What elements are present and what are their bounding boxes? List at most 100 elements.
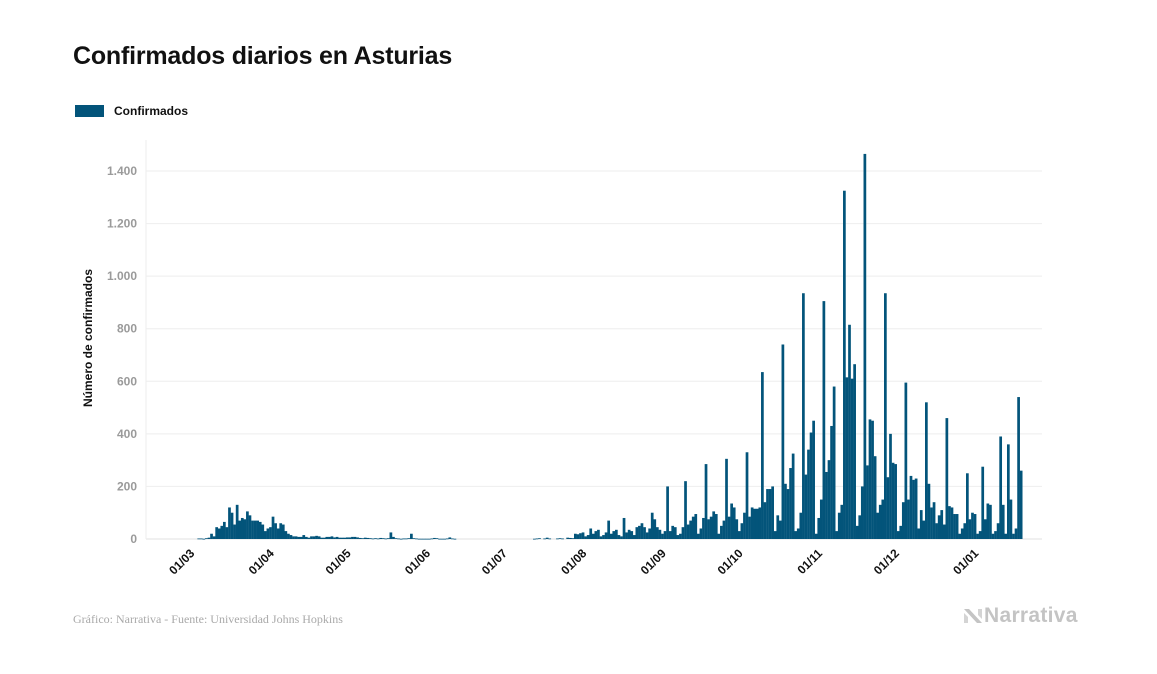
bar	[917, 528, 921, 539]
bar	[235, 504, 239, 539]
bar	[981, 466, 985, 539]
bar	[376, 538, 380, 540]
bar	[812, 420, 815, 539]
bar	[899, 525, 903, 539]
y-tick-label: 600	[117, 374, 137, 388]
bar	[625, 532, 628, 539]
bar	[960, 528, 964, 539]
bar	[1012, 533, 1015, 539]
bar	[809, 432, 813, 539]
bar	[671, 525, 675, 539]
bar	[228, 507, 231, 539]
bar	[348, 537, 352, 539]
y-axis-ticks: 0 200 400 600 800 1.000 1.200 1.400	[107, 164, 137, 546]
bar	[912, 479, 915, 539]
bar	[345, 537, 349, 539]
bar	[684, 481, 687, 539]
bar	[894, 464, 897, 539]
x-tick-label: 01/10	[715, 546, 746, 577]
bar	[958, 533, 962, 539]
bar	[584, 536, 587, 539]
bar	[781, 344, 785, 539]
bar	[663, 531, 667, 539]
bar	[704, 464, 708, 539]
bar	[819, 499, 823, 539]
legend-swatch-confirmados	[75, 105, 104, 117]
bar	[948, 506, 951, 539]
bar	[968, 519, 972, 539]
bar	[294, 536, 298, 539]
x-tick-label: 01/11	[794, 546, 825, 577]
bar	[932, 502, 936, 539]
bar	[604, 532, 608, 539]
bar	[827, 460, 831, 539]
y-tick-label: 0	[130, 532, 137, 546]
bar	[261, 524, 265, 539]
bar	[850, 378, 854, 539]
bar	[840, 504, 844, 539]
bar	[758, 507, 762, 539]
bar	[1001, 504, 1005, 539]
bar	[871, 420, 874, 539]
bar	[930, 507, 933, 539]
bar	[727, 516, 731, 539]
bar	[789, 468, 792, 539]
bar	[1006, 444, 1010, 539]
bar	[896, 531, 900, 539]
bar	[386, 538, 390, 540]
bar	[438, 538, 441, 540]
bar	[973, 514, 977, 539]
bar	[392, 536, 395, 539]
bar	[374, 538, 377, 540]
bar	[679, 533, 682, 539]
bar	[586, 535, 590, 539]
bar	[371, 538, 375, 540]
bar	[645, 532, 649, 539]
bar	[279, 523, 283, 539]
bar	[950, 507, 954, 539]
bar	[720, 525, 723, 539]
bar	[381, 538, 385, 540]
bar	[655, 527, 659, 539]
brand-logo: Narrativa	[964, 604, 1078, 628]
bar	[622, 517, 626, 539]
bar	[535, 538, 539, 540]
bar	[612, 531, 616, 539]
bar	[445, 538, 449, 540]
bar	[1009, 499, 1013, 539]
narrativa-logo-icon	[964, 609, 982, 623]
bar	[353, 536, 357, 539]
bar	[868, 419, 872, 539]
bar	[217, 528, 221, 539]
bar	[907, 499, 910, 539]
bar	[420, 538, 423, 540]
legend-label-confirmados: Confirmados	[114, 104, 189, 118]
bar	[784, 483, 787, 539]
y-tick-label: 200	[117, 479, 137, 493]
y-axis-label: Número de confirmados	[81, 269, 95, 407]
bar	[558, 538, 562, 540]
bar	[891, 462, 895, 539]
bar	[274, 523, 277, 539]
bar	[661, 533, 664, 539]
bar	[302, 535, 306, 539]
bar	[937, 515, 941, 539]
bar	[866, 465, 869, 539]
bar	[617, 535, 621, 539]
bar	[694, 514, 698, 539]
bars	[197, 153, 1023, 540]
bar	[832, 386, 836, 539]
bar	[328, 536, 331, 539]
bar	[702, 517, 705, 539]
bar	[412, 538, 416, 540]
bar	[366, 537, 370, 539]
bar	[443, 538, 447, 540]
bar	[919, 510, 923, 539]
bar	[602, 535, 605, 539]
bar	[299, 536, 303, 539]
bar	[297, 536, 300, 539]
bar	[766, 489, 769, 539]
bar	[743, 512, 746, 539]
bar	[210, 533, 213, 539]
bar	[986, 503, 990, 539]
